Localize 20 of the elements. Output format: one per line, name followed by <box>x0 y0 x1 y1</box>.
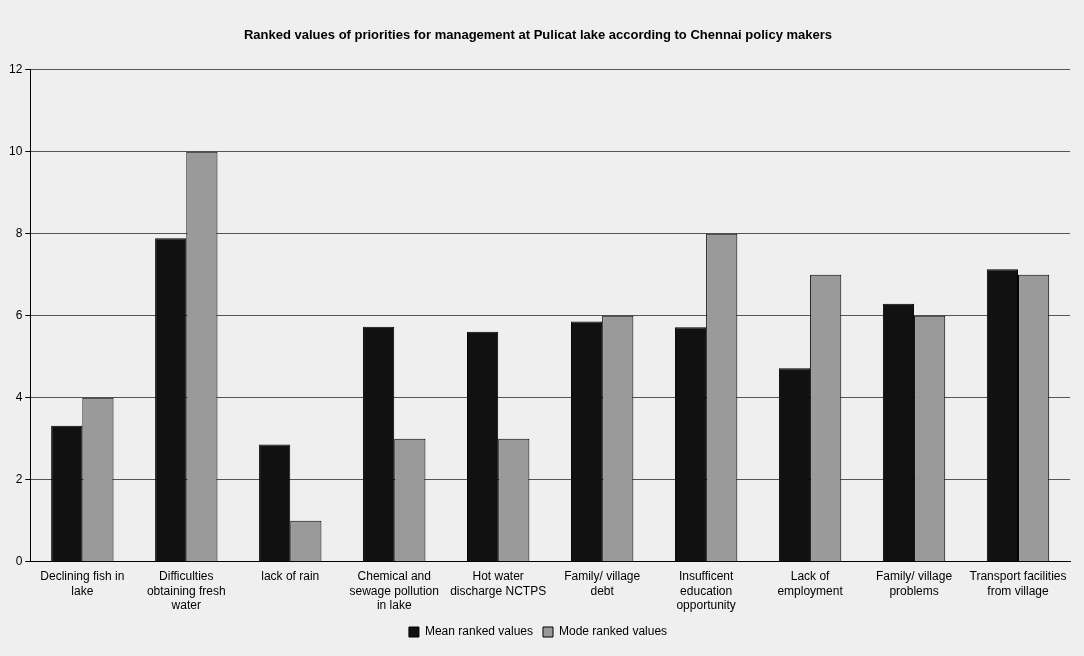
y-tick-label: 10 <box>8 143 23 158</box>
x-tick-label: Insufficent education opportunity <box>676 569 736 613</box>
y-tick-label: 2 <box>15 472 23 487</box>
x-tick-label: lack of rain <box>261 569 320 584</box>
x-tick-label: Hot water discharge NCTPS <box>450 569 547 598</box>
chart-title: Ranked values of priorities for management at Pulicat lake according to Chennai policy makers <box>243 27 833 43</box>
x-tick-label: Family/ village problems <box>876 569 953 598</box>
y-tick-label: 12 <box>8 61 23 76</box>
y-tick-label: 6 <box>15 308 23 323</box>
x-tick-label: Chemical and sewage pollution in lake <box>349 569 439 613</box>
y-tick-label: 4 <box>15 390 23 405</box>
x-tick-label: Declining fish in lake <box>40 569 125 598</box>
x-tick-label: Difficulties obtaining fresh water <box>146 569 226 613</box>
x-tick-label: Transport facilities from village <box>969 569 1067 598</box>
legend-label: Mode ranked values <box>559 624 668 639</box>
y-tick-label: 8 <box>15 225 23 240</box>
x-tick-label: Family/ village debt <box>564 569 641 598</box>
x-tick-label: Lack of employment <box>777 569 844 598</box>
y-tick-label: 0 <box>15 554 23 569</box>
legend-label: Mean ranked values <box>424 624 534 639</box>
